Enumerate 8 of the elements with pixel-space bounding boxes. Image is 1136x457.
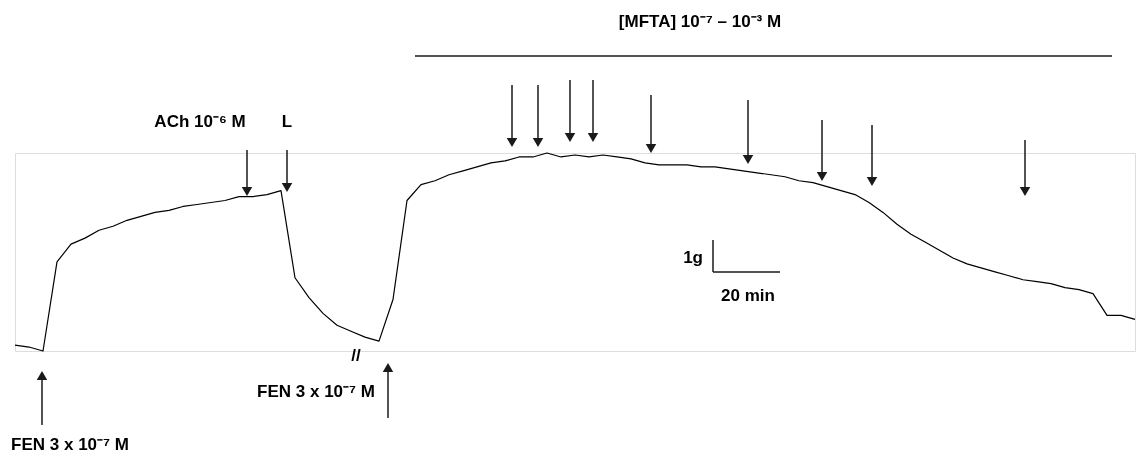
annotation: //	[351, 346, 361, 365]
text: ACh 10⁻⁶ M	[154, 112, 246, 131]
text: FEN 3 x 10⁻⁷ M	[257, 382, 375, 401]
text: FEN 3 x 10⁻⁷ M	[11, 435, 129, 454]
annotation: 20 min	[721, 286, 775, 305]
annotation: 1g	[683, 248, 703, 267]
text: [MFTA] 10⁻⁷ – 10⁻³ M	[618, 12, 782, 31]
text: L	[281, 112, 293, 131]
